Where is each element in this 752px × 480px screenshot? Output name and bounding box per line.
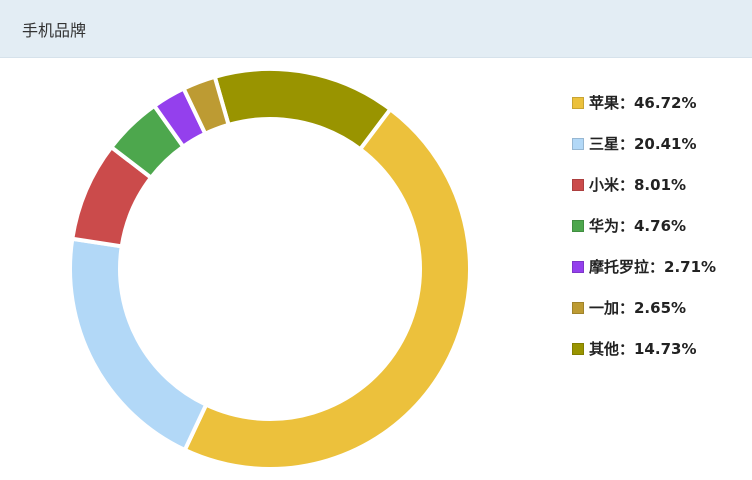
legend-label: 三星：20.41% xyxy=(589,135,697,153)
donut-slice-6[interactable] xyxy=(180,74,232,137)
legend-item-1[interactable]: 苹果：46.72% xyxy=(572,82,716,123)
panel-header: 手机品牌 xyxy=(0,0,752,58)
donut-slice-7[interactable] xyxy=(212,67,394,153)
legend-label: 小米：8.01% xyxy=(589,176,687,194)
donut-chart xyxy=(68,67,472,471)
legend-item-6[interactable]: 一加：2.65% xyxy=(572,287,716,328)
legend-item-4[interactable]: 华为：4.76% xyxy=(572,205,716,246)
legend-swatch xyxy=(572,301,584,314)
legend-label: 摩托罗拉：2.71% xyxy=(589,258,717,276)
legend-swatch xyxy=(572,96,584,109)
donut-slice-1[interactable] xyxy=(182,106,472,471)
legend-label: 一加：2.65% xyxy=(589,299,687,317)
legend-label: 苹果：46.72% xyxy=(589,94,697,112)
panel-title: 手机品牌 xyxy=(22,21,87,40)
donut-slice-2[interactable] xyxy=(68,236,209,453)
legend-item-3[interactable]: 小米：8.01% xyxy=(572,164,716,205)
legend-swatch xyxy=(572,342,584,355)
legend-swatch xyxy=(572,137,584,150)
legend-label: 其他：14.73% xyxy=(589,340,697,358)
legend-item-7[interactable]: 其他：14.73% xyxy=(572,328,716,369)
legend-item-5[interactable]: 摩托罗拉：2.71% xyxy=(572,246,716,287)
legend-swatch xyxy=(572,260,584,273)
legend-label: 华为：4.76% xyxy=(589,217,687,235)
legend-swatch xyxy=(572,219,584,232)
legend-swatch xyxy=(572,178,584,191)
legend-item-2[interactable]: 三星：20.41% xyxy=(572,123,716,164)
chart-legend: 苹果：46.72% 三星：20.41% 小米：8.01% 华为：4.76% 摩托罗拉：2… xyxy=(572,82,716,369)
